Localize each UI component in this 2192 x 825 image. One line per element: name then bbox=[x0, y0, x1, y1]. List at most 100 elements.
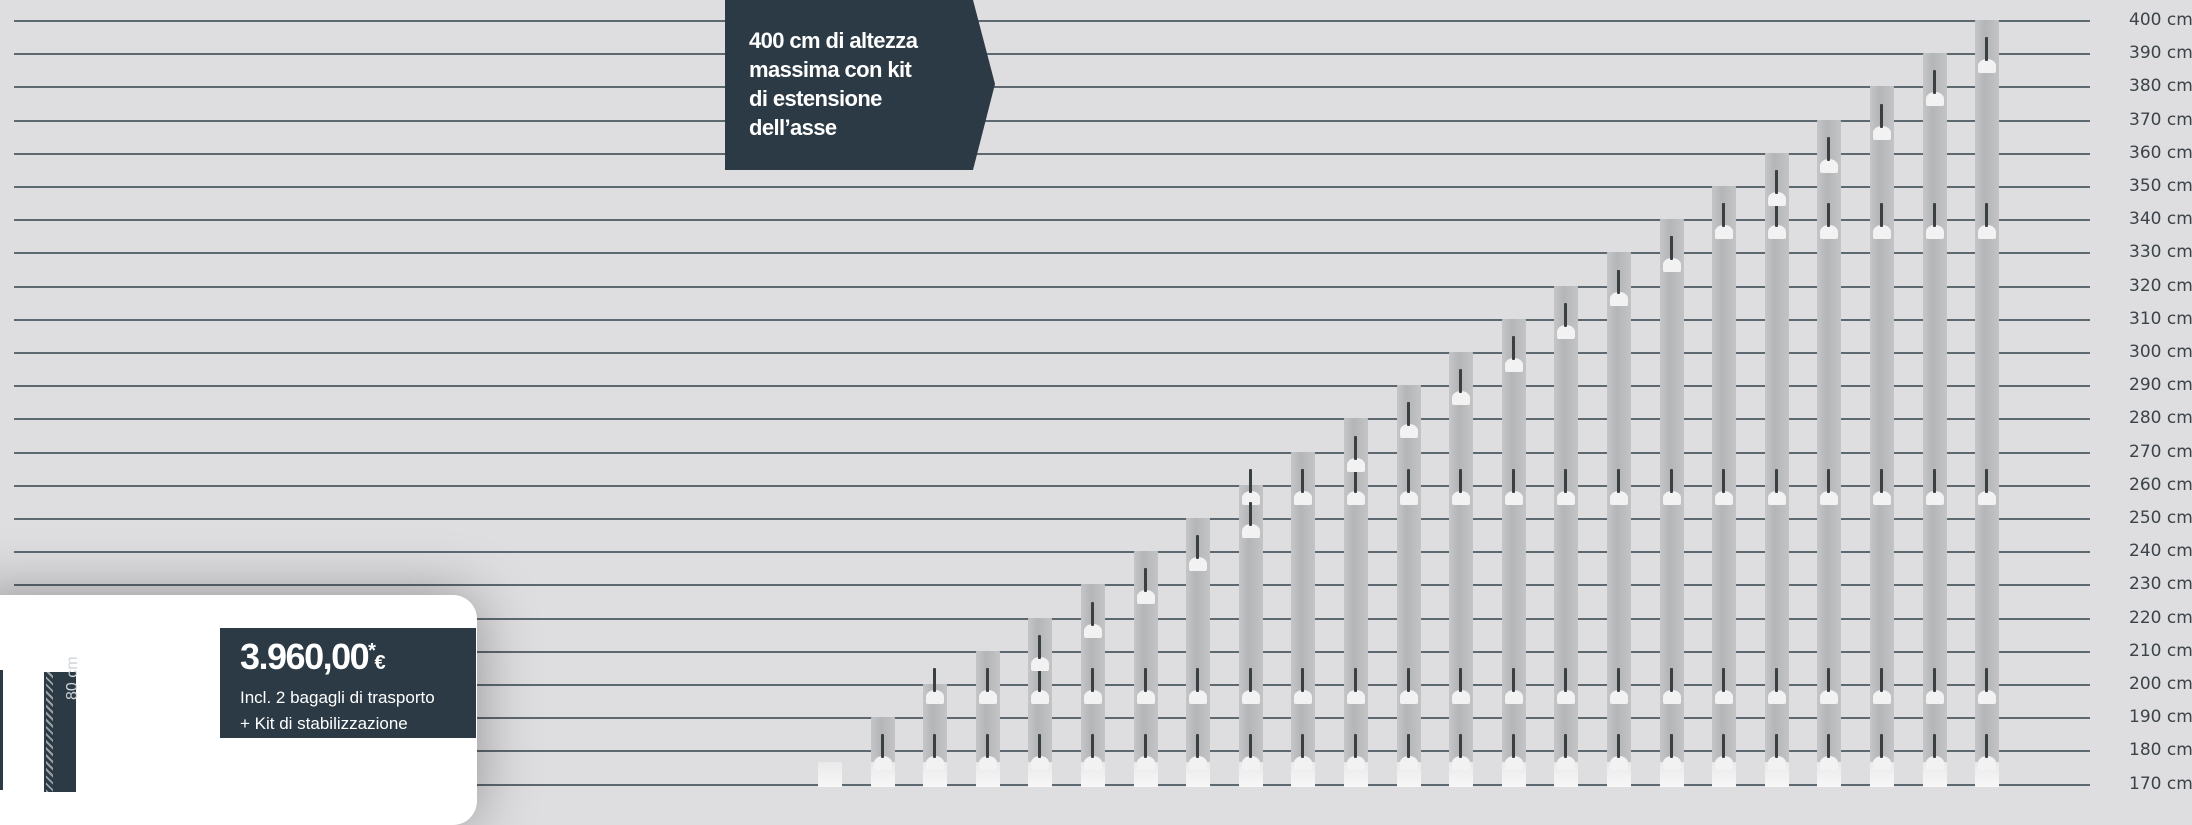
clamp-lever bbox=[1827, 137, 1830, 161]
clamp-lever bbox=[1038, 668, 1041, 692]
clamp bbox=[1768, 756, 1786, 770]
banner-line: massima con kit bbox=[749, 55, 969, 84]
clamp-lever bbox=[1827, 734, 1830, 758]
clamp bbox=[1137, 590, 1155, 604]
clamp bbox=[1926, 690, 1944, 704]
clamp bbox=[1452, 690, 1470, 704]
clamp-lever bbox=[1407, 469, 1410, 493]
clamp-lever bbox=[1933, 734, 1936, 758]
height-label: 310 cm bbox=[2129, 309, 2192, 329]
height-label: 370 cm bbox=[2129, 110, 2192, 130]
clamp bbox=[1978, 225, 1996, 239]
clamp bbox=[1189, 557, 1207, 571]
clamp-lever bbox=[1670, 236, 1673, 260]
clamp-lever bbox=[1459, 668, 1462, 692]
clamp-lever bbox=[1407, 402, 1410, 426]
height-label: 180 cm bbox=[2129, 740, 2192, 760]
clamp-lever bbox=[1985, 469, 1988, 493]
clamp bbox=[1768, 192, 1786, 206]
clamp-lever bbox=[1880, 203, 1883, 227]
height-label: 300 cm bbox=[2129, 342, 2192, 362]
clamp bbox=[1294, 491, 1312, 505]
clamp-lever bbox=[1775, 469, 1778, 493]
height-column bbox=[1502, 319, 1526, 787]
clamp bbox=[979, 690, 997, 704]
clamp bbox=[1978, 491, 1996, 505]
clamp bbox=[1400, 690, 1418, 704]
height-label: 200 cm bbox=[2129, 674, 2192, 694]
banner-line: di estensione bbox=[749, 84, 969, 113]
clamp-lever bbox=[1512, 734, 1515, 758]
clamp-lever bbox=[1933, 668, 1936, 692]
clamp-lever bbox=[1354, 734, 1357, 758]
clamp bbox=[1347, 491, 1365, 505]
height-label: 270 cm bbox=[2129, 442, 2192, 462]
height-label: 210 cm bbox=[2129, 641, 2192, 661]
clamp-lever bbox=[1249, 668, 1252, 692]
clamp bbox=[1505, 491, 1523, 505]
clamp bbox=[1820, 225, 1838, 239]
clamp-lever bbox=[1196, 734, 1199, 758]
gridline bbox=[14, 20, 2090, 22]
clamp bbox=[1926, 225, 1944, 239]
height-label: 340 cm bbox=[2129, 209, 2192, 229]
height-column bbox=[1397, 385, 1421, 787]
clamp-lever bbox=[1827, 668, 1830, 692]
clamp bbox=[1031, 756, 1049, 770]
clamp bbox=[1768, 225, 1786, 239]
clamp-lever bbox=[1144, 668, 1147, 692]
clamp-lever bbox=[1407, 668, 1410, 692]
height-label: 390 cm bbox=[2129, 43, 2192, 63]
clamp bbox=[1031, 657, 1049, 671]
clamp-lever bbox=[1933, 469, 1936, 493]
clamp bbox=[1926, 491, 1944, 505]
clamp bbox=[1242, 756, 1260, 770]
clamp-lever bbox=[881, 734, 884, 758]
gridline bbox=[14, 53, 2090, 55]
clamp bbox=[1610, 690, 1628, 704]
clamp-lever bbox=[1354, 436, 1357, 460]
clamp bbox=[1084, 756, 1102, 770]
clamp bbox=[1400, 756, 1418, 770]
product-edge bbox=[0, 670, 3, 790]
clamp-lever bbox=[1722, 469, 1725, 493]
clamp-lever bbox=[1144, 734, 1147, 758]
clamp-lever bbox=[1722, 668, 1725, 692]
clamp bbox=[1768, 690, 1786, 704]
clamp bbox=[1400, 491, 1418, 505]
height-label: 320 cm bbox=[2129, 276, 2192, 296]
clamp-lever bbox=[1880, 469, 1883, 493]
clamp bbox=[1452, 756, 1470, 770]
clamp bbox=[1820, 159, 1838, 173]
clamp-lever bbox=[1775, 203, 1778, 227]
clamp-lever bbox=[1564, 734, 1567, 758]
clamp-lever bbox=[1670, 734, 1673, 758]
max-height-banner: 400 cm di altezza massima con kit di est… bbox=[725, 0, 995, 170]
clamp bbox=[1663, 258, 1681, 272]
clamp-lever bbox=[933, 668, 936, 692]
height-label: 240 cm bbox=[2129, 541, 2192, 561]
height-column bbox=[1449, 352, 1473, 787]
clamp-lever bbox=[1827, 203, 1830, 227]
clamp bbox=[1873, 491, 1891, 505]
clamp bbox=[1926, 756, 1944, 770]
clamp bbox=[1715, 756, 1733, 770]
height-label: 350 cm bbox=[2129, 176, 2192, 196]
clamp bbox=[1452, 491, 1470, 505]
clamp-lever bbox=[1249, 502, 1252, 526]
clamp bbox=[1189, 756, 1207, 770]
clamp-lever bbox=[986, 668, 989, 692]
clamp bbox=[1978, 690, 1996, 704]
clamp-lever bbox=[1617, 469, 1620, 493]
clamp-lever bbox=[1880, 104, 1883, 128]
clamp-lever bbox=[1512, 469, 1515, 493]
clamp bbox=[1715, 225, 1733, 239]
height-label: 170 cm bbox=[2129, 774, 2192, 794]
clamp-lever bbox=[1564, 469, 1567, 493]
clamp bbox=[1557, 325, 1575, 339]
clamp-lever bbox=[1249, 469, 1252, 493]
height-label: 220 cm bbox=[2129, 608, 2192, 628]
clamp-lever bbox=[1091, 602, 1094, 626]
price-includes-line: + Kit di stabilizzazione bbox=[240, 714, 408, 734]
clamp bbox=[1452, 391, 1470, 405]
